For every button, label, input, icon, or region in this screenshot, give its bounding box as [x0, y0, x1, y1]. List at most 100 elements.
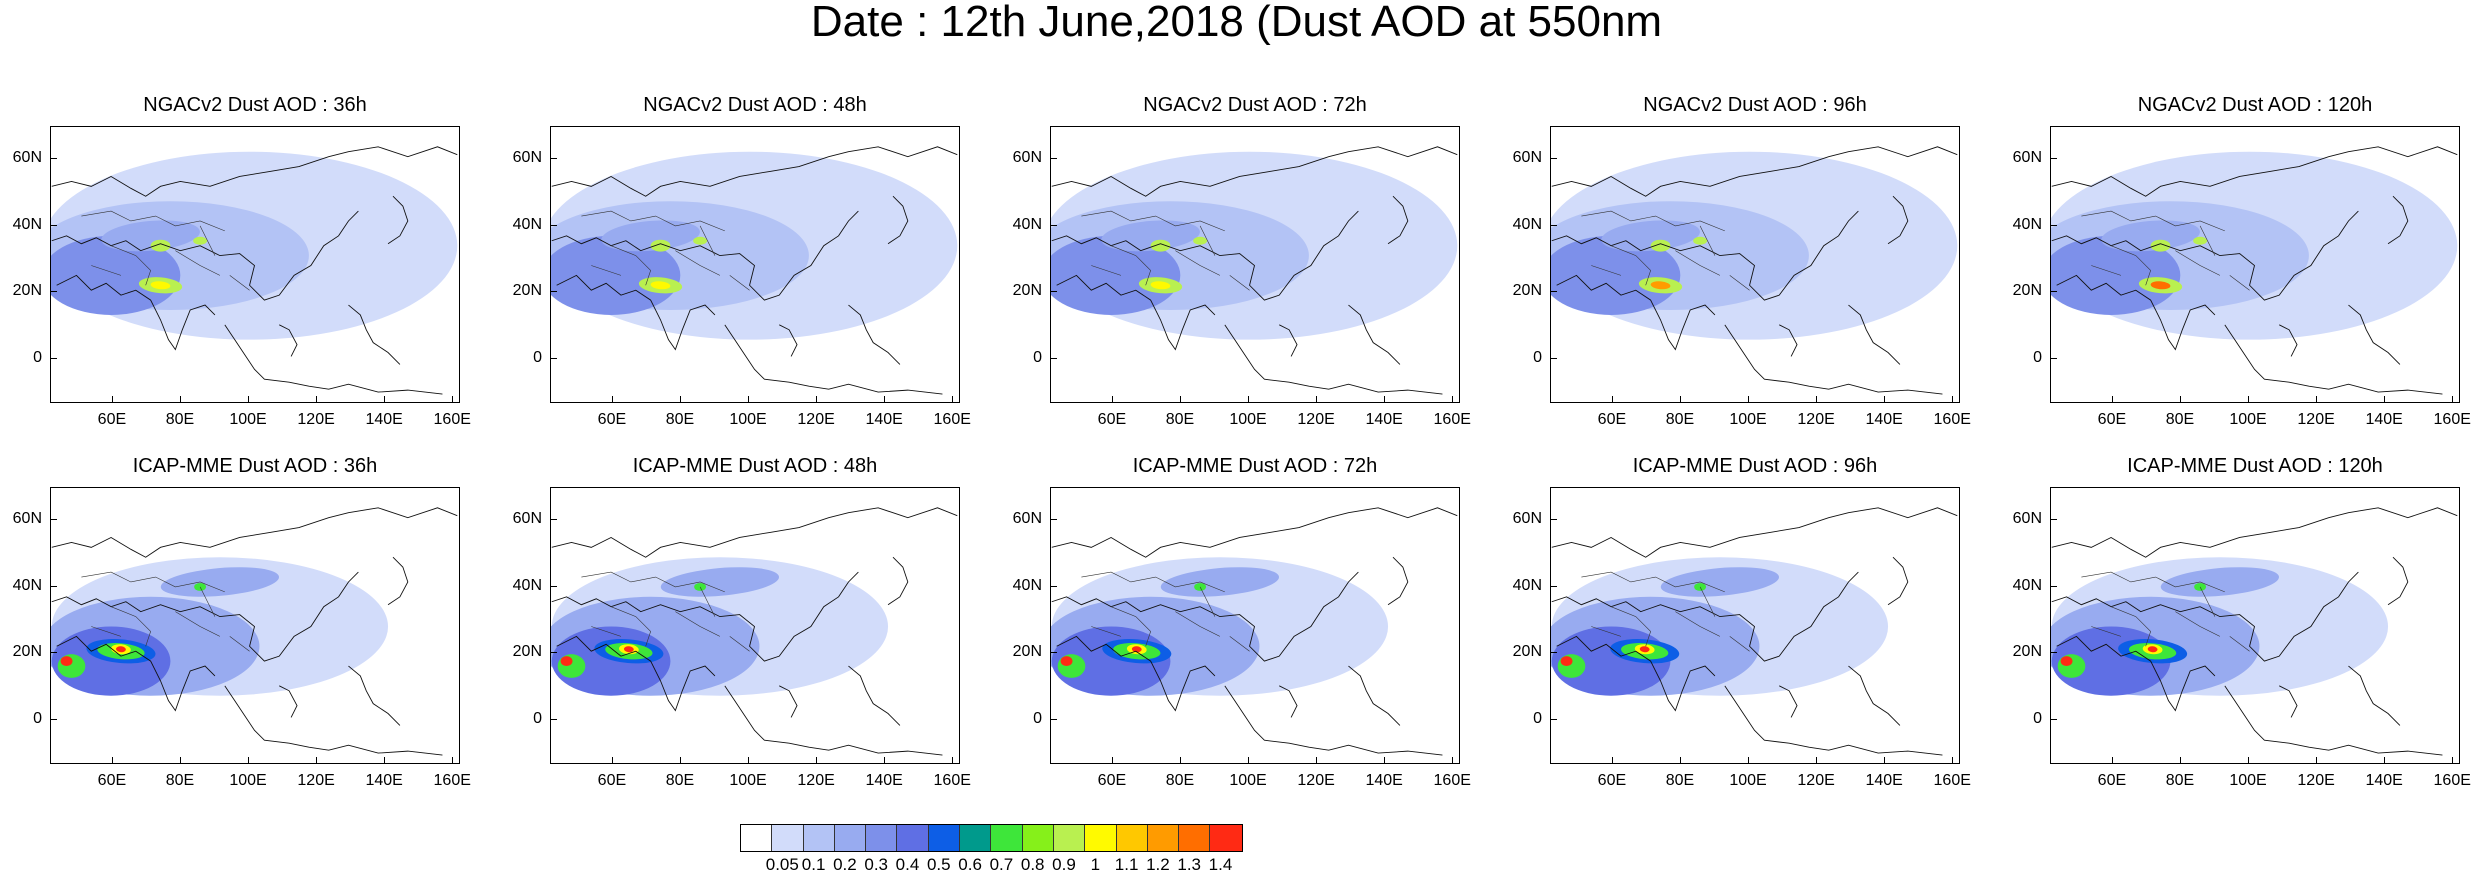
latitude-tick-label: 20N: [2012, 643, 2042, 661]
longitude-tick-mark: [1179, 757, 1181, 764]
longitude-tick-label: 160E: [933, 772, 971, 789]
longitude-tick-label: 60E: [2097, 411, 2127, 428]
dust-aod-region: [623, 646, 634, 653]
longitude-tick-mark: [1748, 757, 1750, 764]
longitude-tick-label: 120E: [2297, 411, 2335, 428]
latitude-tick-label: 40N: [1512, 576, 1542, 594]
longitude-tick-label: 120E: [1797, 772, 1835, 789]
dust-aod-region: [1560, 656, 1573, 667]
dust-aod-region: [1650, 281, 1671, 290]
longitude-tick-mark: [2111, 757, 2113, 764]
longitude-tick-label: 80E: [2165, 772, 2195, 789]
dust-aod-region: [1693, 236, 1708, 245]
latitude-tick-mark: [1050, 357, 1057, 359]
longitude-tick-mark: [452, 757, 454, 764]
longitude-tick-mark: [1111, 396, 1113, 403]
latitude-tick-mark: [50, 652, 57, 654]
dust-aod-region: [1057, 654, 1086, 678]
latitude-tick-mark: [1550, 224, 1557, 226]
longitude-tick-label: 80E: [165, 411, 195, 428]
longitude-tick-label: 120E: [1297, 411, 1335, 428]
coastline: [2051, 146, 2458, 395]
longitude-tick-label: 120E: [2297, 772, 2335, 789]
dust-aod-region: [150, 281, 171, 290]
longitude-tick-mark: [2248, 396, 2250, 403]
country-borders: [1581, 571, 1750, 652]
country-borders: [1081, 210, 1250, 291]
dust-aod-region: [1160, 567, 1280, 597]
figure-title: Date : 12th June,2018 (Dust AOD at 550nm: [810, 0, 1663, 46]
dust-aod-region: [1194, 582, 1207, 591]
longitude-tick-label: 80E: [2165, 411, 2195, 428]
panel-title: ICAP-MME Dust AOD : 48h: [632, 455, 878, 477]
dust-aod-region: [2147, 646, 2158, 653]
dust-aod-region: [2150, 281, 2171, 290]
colorbar-tick-label: 0.3: [864, 855, 888, 874]
colorbar-swatch: [1022, 825, 1054, 851]
dust-aod-region: [557, 654, 586, 678]
colorbar-tick-label: 0.4: [895, 855, 920, 874]
latitude-tick-mark: [1550, 357, 1557, 359]
latitude-tick-label: 0: [1533, 709, 1542, 727]
longitude-tick-label: 100E: [729, 772, 767, 789]
longitude-tick-mark: [816, 757, 818, 764]
dust-aod-map: [51, 507, 458, 756]
longitude-tick-label: 160E: [2433, 411, 2471, 428]
longitude-tick-mark: [611, 757, 613, 764]
latitude-tick-label: 20N: [1512, 282, 1542, 300]
map-panel: [1550, 126, 1960, 403]
latitude-tick-mark: [50, 291, 57, 293]
dust-aod-region: [193, 236, 208, 245]
longitude-tick-label: 160E: [1433, 772, 1471, 789]
latitude-tick-mark: [1050, 158, 1057, 160]
longitude-tick-label: 100E: [229, 411, 267, 428]
panel-title: ICAP-MME Dust AOD : 96h: [1632, 455, 1878, 477]
longitude-tick-label: 100E: [2229, 411, 2267, 428]
coastline: [1051, 146, 1458, 395]
dust-aod-map: [1051, 507, 1458, 756]
dust-aod-region: [650, 239, 671, 252]
longitude-tick-mark: [2179, 396, 2181, 403]
longitude-tick-label: 80E: [1665, 772, 1695, 789]
latitude-tick-mark: [2050, 652, 2057, 654]
colorbar-swatch: [1053, 825, 1086, 851]
latitude-tick-mark: [50, 158, 57, 160]
longitude-tick-label: 160E: [433, 772, 471, 789]
longitude-tick-mark: [1248, 757, 1250, 764]
longitude-tick-label: 80E: [1165, 772, 1195, 789]
longitude-tick-mark: [611, 396, 613, 403]
longitude-tick-mark: [884, 757, 886, 764]
dust-aod-region: [1660, 567, 1780, 597]
dust-aod-map: [51, 146, 458, 395]
colorbar-swatch: [991, 825, 1023, 851]
longitude-tick-label: 160E: [1933, 411, 1971, 428]
longitude-tick-label: 160E: [1933, 772, 1971, 789]
longitude-tick-label: 100E: [729, 411, 767, 428]
coastline: [1551, 146, 1958, 395]
dust-aod-region: [693, 236, 708, 245]
longitude-tick-label: 80E: [165, 772, 195, 789]
longitude-tick-mark: [1384, 757, 1386, 764]
longitude-tick-mark: [179, 757, 181, 764]
latitude-tick-mark: [550, 224, 557, 226]
dust-aod-region: [1131, 646, 1142, 653]
longitude-tick-label: 120E: [797, 411, 835, 428]
latitude-tick-mark: [2050, 158, 2057, 160]
panel-title: NGACv2 Dust AOD : 36h: [143, 94, 367, 116]
longitude-tick-label: 100E: [1729, 411, 1767, 428]
longitude-tick-mark: [884, 396, 886, 403]
longitude-tick-mark: [1248, 396, 1250, 403]
longitude-tick-label: 60E: [1597, 411, 1627, 428]
latitude-tick-mark: [1050, 224, 1057, 226]
latitude-tick-mark: [550, 357, 557, 359]
longitude-tick-mark: [2316, 757, 2318, 764]
latitude-tick-label: 40N: [512, 215, 542, 233]
map-panel: [550, 487, 960, 764]
longitude-tick-label: 60E: [597, 411, 627, 428]
dust-aod-region: [1601, 220, 1700, 252]
longitude-tick-label: 60E: [1597, 772, 1627, 789]
panel-title: NGACv2 Dust AOD : 120h: [2137, 94, 2373, 116]
dust-aod-map: [2051, 146, 2458, 395]
colorbar-swatch: [1147, 825, 1180, 851]
colorbar-tick-label: 0.8: [1020, 855, 1045, 874]
